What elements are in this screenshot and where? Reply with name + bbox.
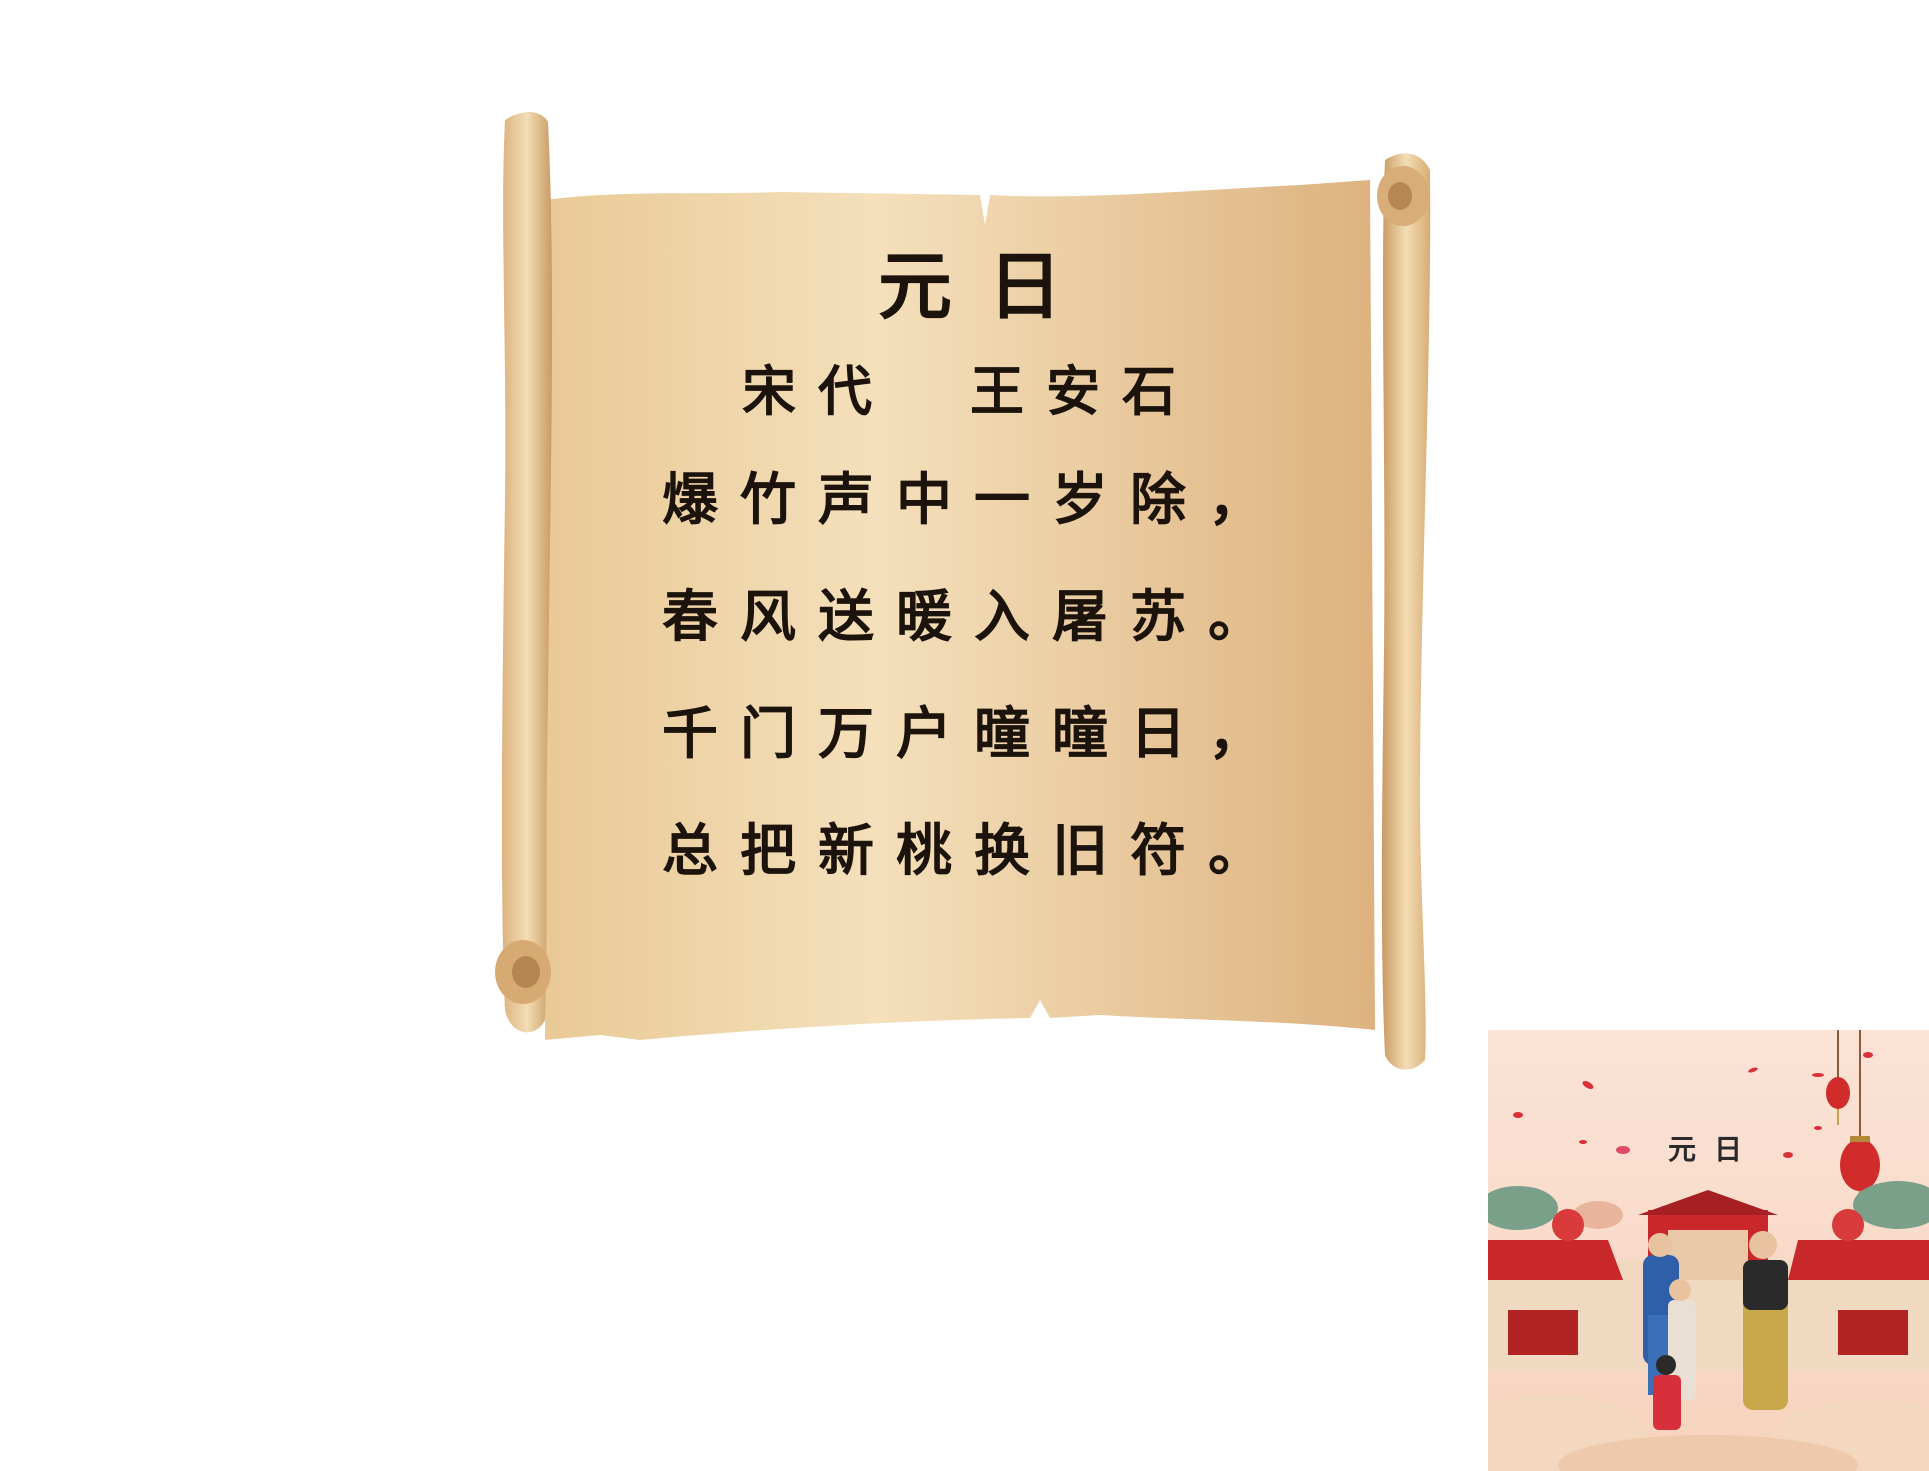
festival-illustration [1488,1030,1929,1471]
petals [1513,1052,1873,1158]
poem-line: 千门万户曈曈日， [662,701,1286,767]
poem-author: 宋代 王安石 [742,359,1198,423]
lantern-icon [1826,1030,1850,1125]
buildings [1488,1190,1929,1370]
poem-title: 元日 [878,244,1098,330]
scroll-right-roll [1381,153,1431,1070]
festival-thumbnail: 元日 [1488,1030,1929,1471]
thumbnail-title: 元日 [1668,1133,1761,1166]
poem-line: 总把新桃换旧符。 [662,818,1286,884]
foreground-clouds [1488,1395,1929,1471]
poem-line: 爆竹声中一岁除， [662,467,1286,533]
lantern-icon [1840,1030,1880,1215]
scroll-left-roll [501,112,553,1033]
poem-text-block: 元日 宋代 王安石 爆竹声中一岁除， 春风送暖入屠苏。 千门万户曈曈日， 总把新… [650,250,1290,910]
figures [1643,1231,1788,1430]
scroll-paper [545,180,1375,1040]
poem-line: 春风送暖入屠苏。 [662,584,1286,650]
poem-lines: 爆竹声中一岁除， 春风送暖入屠苏。 千门万户曈曈日， 总把新桃换旧符。 [650,442,1290,910]
background-trees [1488,1181,1929,1230]
